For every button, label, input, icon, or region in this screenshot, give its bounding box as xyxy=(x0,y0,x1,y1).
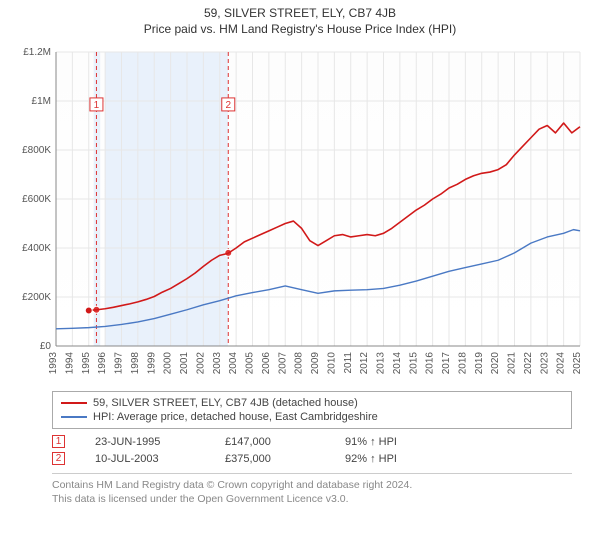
svg-text:1997: 1997 xyxy=(114,352,125,375)
svg-text:£200K: £200K xyxy=(22,292,51,303)
page-title: 59, SILVER STREET, ELY, CB7 4JB xyxy=(10,6,590,20)
marker-price: £375,000 xyxy=(225,453,315,465)
svg-text:1999: 1999 xyxy=(146,352,157,375)
svg-text:2011: 2011 xyxy=(343,352,354,374)
legend: 59, SILVER STREET, ELY, CB7 4JB (detache… xyxy=(52,391,572,429)
marker-price: £147,000 xyxy=(225,436,315,448)
page-subtitle: Price paid vs. HM Land Registry's House … xyxy=(10,22,590,36)
marker-row: 1 23-JUN-1995 £147,000 91% ↑ HPI xyxy=(52,433,572,450)
svg-text:2015: 2015 xyxy=(408,352,419,375)
price-chart: £0 £200K £400K £600K £800K £1M £1.2M 1993 1994 19… xyxy=(10,42,590,385)
marker-table: 1 23-JUN-1995 £147,000 91% ↑ HPI 2 10-JU… xyxy=(52,433,572,467)
svg-text:1993: 1993 xyxy=(48,352,59,375)
svg-text:1994: 1994 xyxy=(64,352,75,375)
legend-label: HPI: Average price, detached house, East… xyxy=(93,411,378,423)
legend-swatch xyxy=(61,402,87,404)
legend-item: HPI: Average price, detached house, East… xyxy=(61,410,563,424)
svg-text:2002: 2002 xyxy=(195,352,206,375)
svg-text:2022: 2022 xyxy=(523,352,534,375)
svg-text:£800K: £800K xyxy=(22,145,51,156)
svg-text:£400K: £400K xyxy=(22,243,51,254)
marker-badge: 2 xyxy=(52,452,65,465)
svg-text:1998: 1998 xyxy=(130,352,141,375)
svg-text:2005: 2005 xyxy=(245,352,256,375)
footnote-line: Contains HM Land Registry data © Crown c… xyxy=(52,478,572,492)
svg-text:1996: 1996 xyxy=(97,352,108,375)
marker-date: 10-JUL-2003 xyxy=(95,453,195,465)
marker-row: 2 10-JUL-2003 £375,000 92% ↑ HPI xyxy=(52,450,572,467)
svg-text:£600K: £600K xyxy=(22,194,51,205)
svg-text:£1M: £1M xyxy=(32,96,51,107)
chart-svg: £0 £200K £400K £600K £800K £1M £1.2M 1993 1994 19… xyxy=(10,42,590,382)
svg-text:2012: 2012 xyxy=(359,352,370,375)
marker-pct: 92% ↑ HPI xyxy=(345,453,397,465)
svg-text:2019: 2019 xyxy=(474,352,485,375)
legend-item: 59, SILVER STREET, ELY, CB7 4JB (detache… xyxy=(61,396,563,410)
svg-text:2000: 2000 xyxy=(163,352,174,375)
svg-text:2006: 2006 xyxy=(261,352,272,375)
svg-text:2016: 2016 xyxy=(425,352,436,375)
marker-date: 23-JUN-1995 xyxy=(95,436,195,448)
svg-text:1995: 1995 xyxy=(81,352,92,375)
svg-text:2008: 2008 xyxy=(294,352,305,375)
svg-text:2018: 2018 xyxy=(457,352,468,375)
svg-text:2025: 2025 xyxy=(572,352,583,375)
svg-text:2017: 2017 xyxy=(441,352,452,375)
svg-text:£1.2M: £1.2M xyxy=(23,47,51,58)
svg-text:2: 2 xyxy=(225,100,231,111)
svg-text:2021: 2021 xyxy=(507,352,518,375)
svg-text:1: 1 xyxy=(94,100,100,111)
svg-text:2009: 2009 xyxy=(310,352,321,375)
marker-pct: 91% ↑ HPI xyxy=(345,436,397,448)
svg-text:2023: 2023 xyxy=(539,352,550,375)
svg-text:2020: 2020 xyxy=(490,352,501,375)
svg-text:2024: 2024 xyxy=(556,352,567,375)
svg-text:2010: 2010 xyxy=(326,352,337,375)
svg-text:2007: 2007 xyxy=(277,352,288,375)
svg-text:2001: 2001 xyxy=(179,352,190,375)
svg-text:2004: 2004 xyxy=(228,352,239,375)
svg-text:£0: £0 xyxy=(40,341,52,352)
svg-text:2003: 2003 xyxy=(212,352,223,375)
marker-badge: 1 xyxy=(52,435,65,448)
footnote: Contains HM Land Registry data © Crown c… xyxy=(52,473,572,506)
legend-swatch xyxy=(61,416,87,418)
svg-text:2014: 2014 xyxy=(392,352,403,375)
svg-text:2013: 2013 xyxy=(376,352,387,375)
footnote-line: This data is licensed under the Open Gov… xyxy=(52,492,572,506)
legend-label: 59, SILVER STREET, ELY, CB7 4JB (detache… xyxy=(93,397,358,409)
